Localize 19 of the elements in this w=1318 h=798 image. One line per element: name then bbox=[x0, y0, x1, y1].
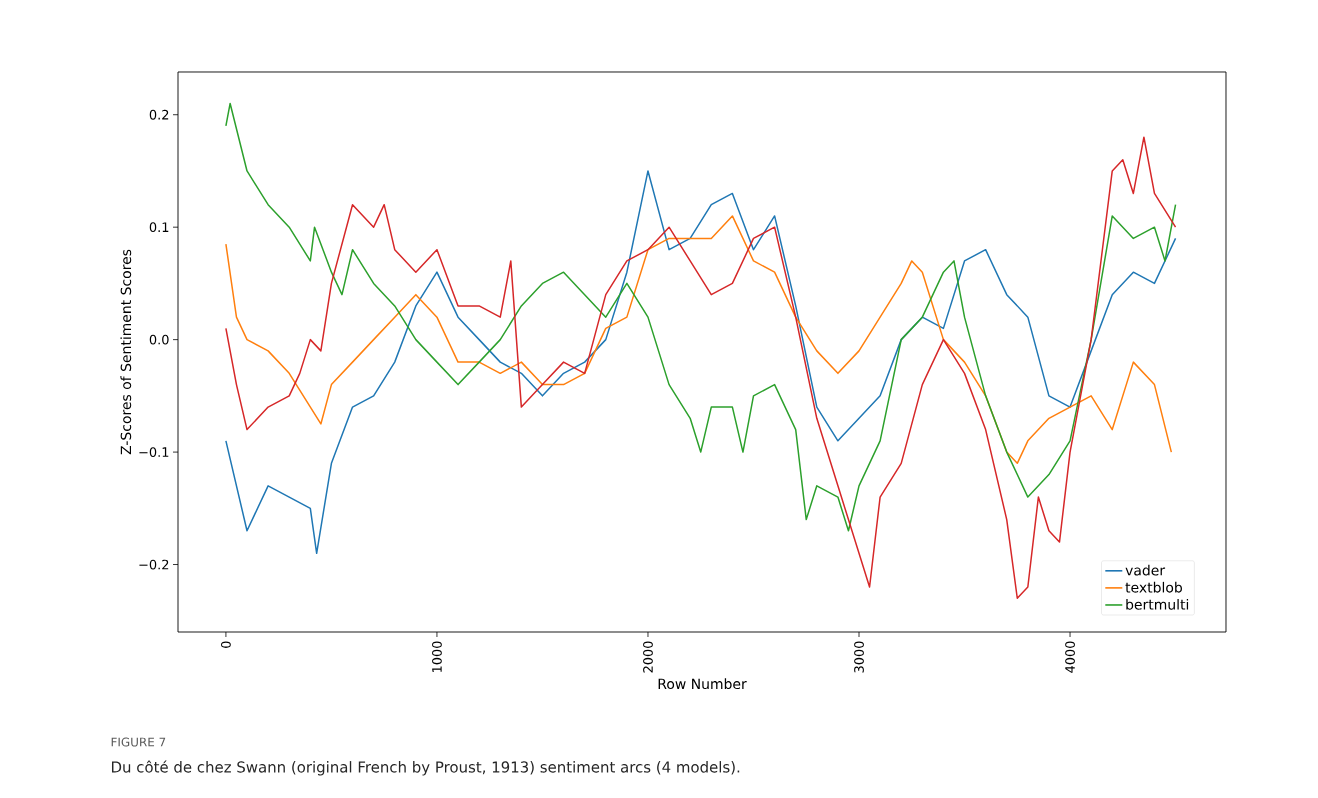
x-tick-label: 2000 bbox=[643, 641, 653, 673]
y-tick-label: 0.2 bbox=[149, 109, 169, 120]
y-tick-label: 0.1 bbox=[149, 222, 169, 233]
line-series bbox=[225, 102, 1177, 532]
caption: FIGURE 7 bbox=[111, 737, 166, 747]
text: Du côté de chez Swann (original French by Proust, 1913) sentiment arcs (4 models). bbox=[111, 760, 740, 776]
line-series bbox=[225, 170, 1177, 555]
y-axis-title: Z-Scores of Sentiment Scores bbox=[120, 249, 132, 455]
x-tick-label: 3000 bbox=[854, 641, 864, 673]
y-tick-label: 0.0 bbox=[149, 334, 169, 345]
x-tick-label: 0 bbox=[221, 641, 231, 648]
legend-label: vader bbox=[1125, 564, 1166, 576]
x-tick-label: 4000 bbox=[1065, 641, 1075, 673]
x-tick-label: 1000 bbox=[432, 641, 442, 673]
x-axis-title: Row Number bbox=[658, 678, 747, 690]
legend-label: textblob bbox=[1125, 581, 1182, 593]
y-tick-label: −0.1 bbox=[139, 447, 169, 457]
y-tick-label: −0.2 bbox=[139, 559, 169, 570]
legend-label: bertmulti bbox=[1126, 598, 1189, 610]
